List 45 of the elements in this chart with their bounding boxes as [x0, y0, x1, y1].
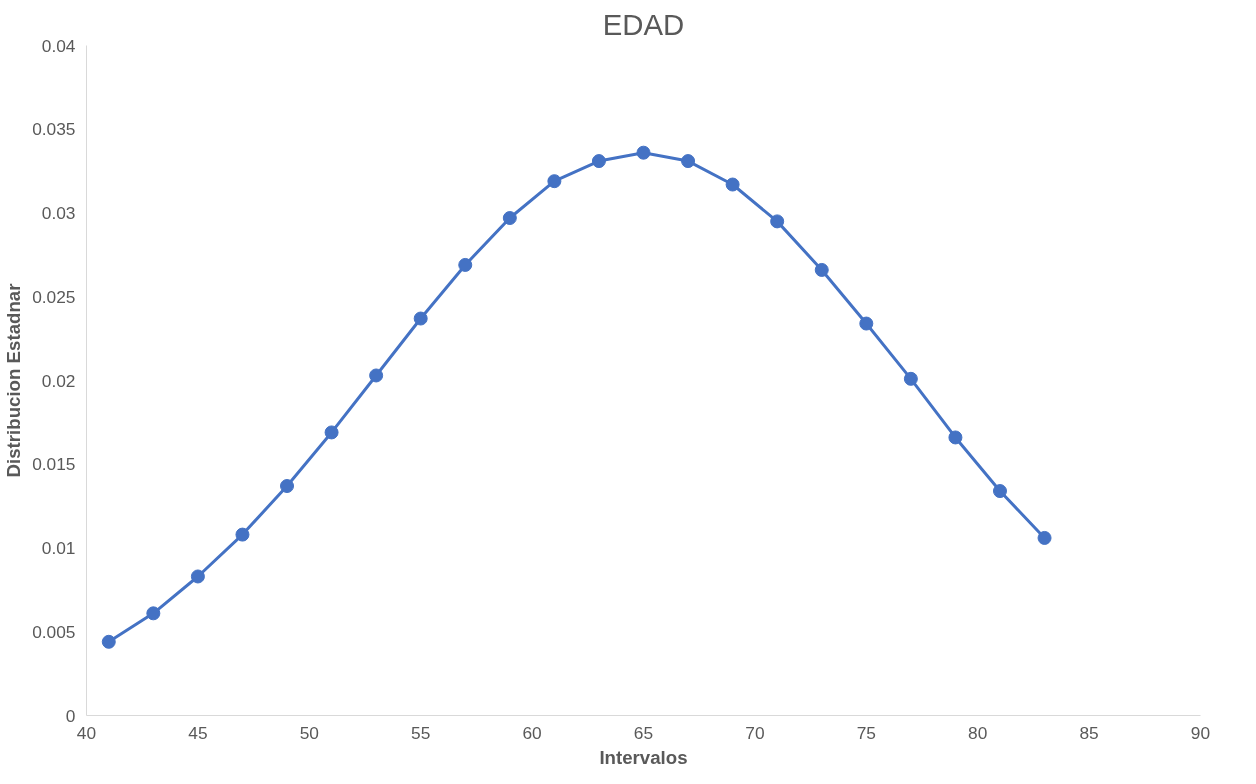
- x-tick-label: 50: [299, 722, 319, 743]
- chart-title: EDAD: [602, 7, 685, 41]
- point: [814, 262, 829, 277]
- x-tick-label: 60: [522, 722, 542, 743]
- x-tick-label: 80: [968, 722, 988, 743]
- point: [859, 316, 874, 331]
- point: [458, 257, 473, 272]
- y-tick-label: 0: [65, 705, 76, 726]
- point: [413, 311, 428, 326]
- y-tick-label: 0.02: [41, 370, 76, 391]
- x-tick-label: 70: [745, 722, 765, 743]
- point: [903, 371, 918, 386]
- y-tick-label: 0.01: [41, 538, 76, 558]
- point: [502, 211, 517, 226]
- y-tick-label: 0.04: [41, 35, 76, 56]
- y-tick-label: 0.005: [32, 621, 76, 642]
- y-tick-label: 0.03: [41, 203, 76, 223]
- point: [324, 425, 339, 440]
- point: [190, 569, 205, 584]
- point: [146, 606, 161, 621]
- point: [725, 177, 740, 192]
- x-tick-label: 55: [411, 722, 431, 743]
- x-tick-label: 65: [633, 722, 654, 743]
- point: [591, 154, 606, 169]
- x-tick-label: 85: [1079, 722, 1099, 743]
- point: [992, 484, 1007, 499]
- x-tick-label: 90: [1190, 722, 1211, 743]
- point: [770, 214, 785, 229]
- point: [235, 527, 250, 542]
- x-axis-title: Intervalos: [599, 746, 688, 768]
- point: [948, 430, 963, 445]
- point: [101, 634, 116, 649]
- x-tick-label: 45: [188, 722, 208, 743]
- x-tick-label: 40: [76, 722, 97, 743]
- y-tick-label: 0.015: [32, 454, 76, 475]
- y-axis-title: Distribucion Estadnar: [3, 283, 25, 478]
- point: [681, 154, 696, 169]
- point: [636, 145, 651, 160]
- point: [1037, 530, 1052, 545]
- x-tick-label: 75: [856, 722, 876, 743]
- point: [280, 479, 295, 494]
- point: [547, 174, 562, 189]
- point: [369, 368, 384, 383]
- y-tick-label: 0.025: [32, 286, 76, 307]
- y-tick-label: 0.035: [32, 119, 76, 140]
